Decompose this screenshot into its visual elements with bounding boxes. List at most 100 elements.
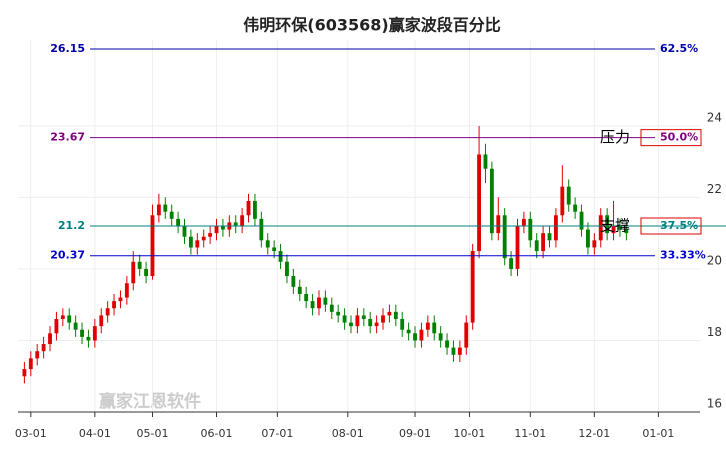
candle-body [28,358,33,370]
candle-body [489,168,494,234]
candle-body [105,308,110,316]
candle-body [176,218,181,226]
candle-body [618,226,622,230]
candle-body [393,311,398,319]
candle-body [265,240,270,248]
candle-body [528,218,533,241]
candle-body [361,315,366,319]
candle-body [259,218,264,241]
level-label: 37.5% [660,219,698,232]
candle-body [464,322,469,348]
candle-body [137,261,142,269]
x-tick-label: 10-01 [453,427,485,440]
x-tick-label: 07-01 [261,427,293,440]
candle-body [483,154,488,169]
candle-body [445,340,449,348]
candle-body [188,236,193,248]
candle-body [438,333,443,341]
candle-body [41,344,46,352]
candle-body [387,311,392,316]
candle-body [611,226,616,234]
candle-body [586,229,590,248]
candle-body [566,186,571,205]
level-box [640,217,702,235]
candle-body [304,293,309,302]
candle-body [118,297,123,302]
y-tick-label: 20 [707,253,722,267]
candle-body [317,297,321,309]
level-value: 23.67 [50,131,85,144]
level-value: 20.37 [50,249,85,262]
candle-body [240,215,245,226]
candle-body [86,336,91,341]
candle-body [156,204,161,216]
level-note: 压力 [600,128,630,146]
y-tick-label: 16 [707,397,722,411]
candle-body [208,233,213,237]
candle-body [22,369,27,377]
candle-body [553,215,558,241]
candle-body [112,301,116,309]
candle-body [451,347,456,355]
candle-body [150,215,155,277]
candle-body [521,218,526,226]
candle-body [253,200,257,219]
x-tick-label: 05-01 [136,427,168,440]
x-tick-label: 11-01 [514,427,546,440]
candle-body [355,315,360,327]
y-tick-label: 24 [707,110,722,124]
candle-body [73,322,78,330]
candle-body [342,315,347,323]
x-tick-label: 08-01 [332,427,364,440]
level-label: 62.5% [660,42,698,55]
level-value: 26.15 [50,42,85,55]
x-tick-label: 09-01 [399,427,431,440]
candle-body [329,304,334,312]
x-tick-label: 12-01 [578,427,610,440]
candle-body [573,204,578,212]
candle-body [67,315,72,323]
candle-body [419,329,424,341]
candle-body [278,251,283,262]
candle-body [182,226,187,237]
candle-body [349,322,353,327]
candle-body [35,351,40,359]
candle-body [99,315,104,327]
x-tick-label: 03-01 [15,427,47,440]
candle-body [605,215,610,234]
candle-body [374,322,379,327]
candle-body [80,329,84,337]
level-note: 支撑 [600,217,630,235]
candle-body [131,261,136,284]
candle-body [285,261,289,277]
candle-body [541,233,546,252]
candle-body [323,297,328,305]
candle-body [169,211,174,219]
candle-body [547,233,552,241]
candle-body [432,322,437,334]
level-label: 33.33% [660,249,706,262]
candle-body [515,226,520,269]
candle-body [124,283,129,298]
candle-body [92,326,97,341]
candle-body [381,315,385,323]
y-tick-label: 22 [707,182,722,196]
chart-title: 伟明环保(603568)赢家波段百分比 [243,16,500,35]
watermark: 赢家江恩软件 [99,391,201,412]
candle-body [246,200,251,216]
candle-body [413,333,417,341]
candle-body [163,204,168,212]
candle-body [534,240,539,252]
candle-body [291,276,296,287]
candle-body [502,215,507,259]
candle-body [214,226,219,234]
candle-body [54,319,59,334]
candle-body [233,222,238,226]
candle-body [624,229,629,234]
candle-body [560,186,565,216]
y-tick-label: 18 [707,325,722,339]
x-tick-label: 01-01 [642,427,674,440]
candle-body [592,240,597,248]
x-tick-label: 04-01 [79,427,111,440]
x-tick-label: 06-01 [201,427,233,440]
